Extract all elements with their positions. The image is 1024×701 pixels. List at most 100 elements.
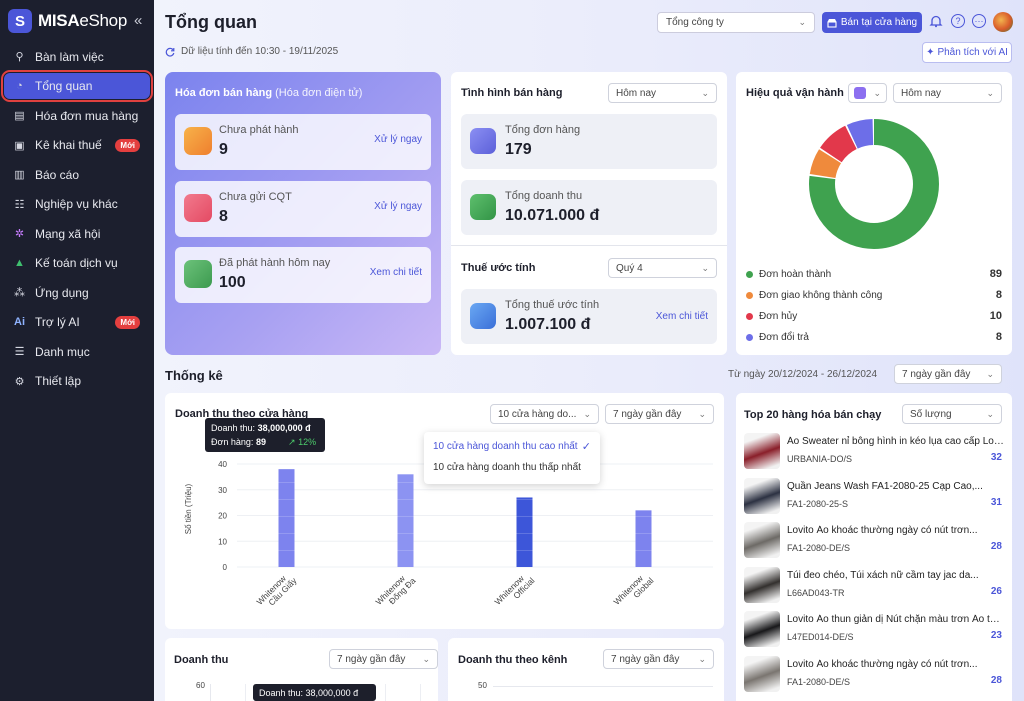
- help-icon[interactable]: ?: [951, 14, 965, 28]
- product-code: URBANIA-DO/S: [787, 454, 853, 464]
- bell-icon[interactable]: [929, 14, 943, 28]
- sidebar-item-label: Thiết lập: [35, 374, 82, 389]
- bar[interactable]: [397, 474, 414, 567]
- sidebar-item-label: Hóa đơn mua hàng: [35, 108, 139, 123]
- issued-today-invoices: Đã phát hành hôm nay 100 Xem chi tiết: [175, 247, 431, 303]
- bar-band: [278, 550, 295, 551]
- more-icon[interactable]: ···: [972, 14, 986, 28]
- refresh-icon[interactable]: [165, 47, 175, 57]
- sidebar-item-10[interactable]: ☰ Danh mục: [0, 337, 154, 367]
- tax-period-select[interactable]: Quý 4 ⌄: [608, 258, 717, 278]
- sidebar-item-1[interactable]: ◔ Tổng quan: [1, 70, 153, 102]
- product-name: Túi đeo chéo, Túi xách nữ cầm tay jac da…: [787, 569, 979, 581]
- x-tick-label: WhitenowĐống Đa: [373, 569, 417, 613]
- sidebar-item-6[interactable]: ✲ Mạng xã hội: [0, 219, 154, 249]
- sidebar-item-label: Báo cáo: [35, 167, 80, 182]
- product-image: [744, 522, 780, 558]
- ops-period-select[interactable]: Hôm nay ⌄: [893, 83, 1002, 103]
- product-row[interactable]: Túi đeo chéo, Túi xách nữ cầm tay jac da…: [744, 566, 1006, 605]
- bar-band: [516, 499, 533, 500]
- avatar[interactable]: [993, 12, 1013, 32]
- view-details-link[interactable]: Xem chi tiết: [655, 311, 708, 322]
- check-icon: ✓: [581, 441, 591, 453]
- store-filter-select[interactable]: 10 cửa hàng do... ⌄: [490, 404, 599, 424]
- invoice-issued-icon: [184, 260, 212, 288]
- product-name: Lovito Áo thun giản dị Nút chặn màu trơn…: [787, 614, 1005, 625]
- product-qty: 26: [990, 585, 1002, 597]
- logo[interactable]: S MISAeShop: [8, 9, 127, 33]
- x-tick-label: WhitenowCầu Giấy: [254, 569, 299, 614]
- store-revenue-bar-chart: Số tiền (Triệu) 0 10 20 30 40 WhitenowCầu Giấy…: [184, 460, 713, 614]
- bar[interactable]: [635, 510, 652, 567]
- product-row[interactable]: Lovito Áo thun giản dị Nút chặn màu trơn…: [744, 611, 1006, 649]
- donut-slice-0: [809, 119, 939, 249]
- sidebar-item-5[interactable]: ☷ Nghiệp vụ khác: [0, 190, 154, 220]
- sidebar-item-11[interactable]: ⚙ Thiết lập: [0, 367, 154, 397]
- chevron-down-icon: ⌄: [698, 653, 706, 664]
- view-details-link[interactable]: Xem chi tiết: [369, 267, 422, 278]
- unsent-tax-invoices: Chưa gửi CQT 8 Xử lý ngay: [175, 181, 431, 237]
- sidebar-item-7[interactable]: ▲ Kế toán dịch vụ: [0, 249, 154, 279]
- sidebar-item-label: Danh mục: [35, 344, 90, 359]
- bar-band: [278, 516, 295, 517]
- sidebar-item-label: Nghiệp vụ khác: [35, 197, 118, 212]
- sales-title: Tình hình bán hàng: [461, 87, 563, 99]
- invoice-pending-icon: [184, 127, 212, 155]
- product-row[interactable]: Lovito Áo khoác thường ngày có nút trơn.…: [744, 655, 1006, 694]
- chevron-down-icon: ⌄: [422, 653, 430, 664]
- top-products-sort-select[interactable]: Số lượng ⌄: [902, 404, 1002, 424]
- sidebar-item-8[interactable]: ⁂ Ứng dụng: [0, 278, 154, 308]
- store-period-select[interactable]: 7 ngày gần đây ⌄: [605, 404, 714, 424]
- sidebar-item-0[interactable]: ⚲ Bàn làm việc: [0, 42, 154, 72]
- sidebar-item-label: Trợ lý AI: [35, 315, 80, 330]
- collapse-sidebar-icon[interactable]: «: [134, 12, 143, 29]
- sales-period-select[interactable]: Hôm nay ⌄: [608, 83, 717, 103]
- sidebar-item-3[interactable]: ▣ Kê khai thuế Mới: [0, 131, 154, 161]
- shop-icon: [854, 87, 866, 99]
- bar-band: [278, 533, 295, 534]
- product-qty: 28: [990, 541, 1002, 552]
- sell-at-store-button[interactable]: Bán tại cửa hàng: [822, 12, 922, 33]
- ops-title: Hiệu quả vận hành: [746, 87, 844, 99]
- product-code: FA1-2080-25-S: [787, 498, 849, 509]
- company-select[interactable]: Tổng công ty ⌄: [657, 12, 815, 33]
- sales-card: Tình hình bán hàng Hôm nay ⌄ Tổng đơn hàn…: [451, 72, 727, 355]
- bar-band: [397, 550, 414, 551]
- store-chart-title: Doanh thu theo cửa hàng: [175, 408, 309, 420]
- y-tick-label: 0: [223, 563, 228, 572]
- bottom-stores-option[interactable]: 10 cửa hàng doanh thu thấp nhất: [433, 462, 581, 473]
- ai-analysis-button[interactable]: ✦ Phân tích với AI: [922, 42, 1012, 63]
- stats-title: Thống kê: [165, 368, 223, 383]
- product-row[interactable]: Áo Sweater nỉ bông hình in kéo lụa cao c…: [744, 433, 1006, 471]
- bar[interactable]: [278, 469, 295, 567]
- process-now-link[interactable]: Xử lý ngay: [374, 134, 422, 145]
- bar[interactable]: [516, 497, 533, 567]
- y-axis-label: Số tiền (Triệu): [184, 483, 193, 534]
- daily-period-select[interactable]: 7 ngày gần đây ⌄: [329, 649, 438, 669]
- process-now-link[interactable]: Xử lý ngay: [374, 201, 422, 212]
- chevron-down-icon: ⌄: [986, 408, 994, 419]
- product-row[interactable]: Quần Jeans Wash FA1-2080-25 Cạp Cao,... F…: [744, 477, 1006, 516]
- chevron-down-icon: ⌄: [583, 408, 591, 419]
- logo-brand: MISA: [38, 11, 80, 30]
- sidebar-nav: ⚲ Bàn làm việc ◔ Tổng quan ▤ Hóa đơn mua hàng…: [0, 42, 154, 396]
- stats-period-select[interactable]: 7 ngày gần đây ⌄: [894, 364, 1002, 384]
- sparkle-icon: ✦: [926, 47, 935, 58]
- sidebar: S MISAeShop « ⚲ Bàn làm việc ◔ Tổng quan ▤ Hó…: [0, 0, 154, 701]
- channel-period-select[interactable]: 7 ngày gần đây ⌄: [603, 649, 714, 669]
- settings-icon: ⚙: [14, 375, 25, 388]
- sidebar-item-2[interactable]: ▤ Hóa đơn mua hàng: [0, 101, 154, 131]
- product-row[interactable]: Lovito Áo khoác thường ngày có nút trơn.…: [744, 522, 1006, 560]
- y-tick-label: 10: [218, 537, 227, 546]
- daily-title: Doanh thu: [174, 654, 229, 666]
- trend-up-icon: ↗: [288, 437, 296, 447]
- sidebar-item-9[interactable]: Ai Trợ lý AI Mới: [0, 308, 154, 338]
- sidebar-item-4[interactable]: ▥ Báo cáo: [0, 160, 154, 190]
- channel-filter-select[interactable]: ⌄: [848, 83, 887, 103]
- sidebar-item-label: Kê khai thuế: [35, 138, 102, 153]
- top-products-title: Top 20 hàng hóa bán chạy: [744, 409, 882, 421]
- daily-revenue-card: Doanh thu 7 ngày gần đây ⌄ 60 Doanh thu: …: [165, 638, 438, 701]
- new-badge: Mới: [115, 315, 140, 329]
- product-image: [744, 655, 780, 692]
- top-stores-option[interactable]: 10 cửa hàng doanh thu cao nhất: [433, 441, 578, 452]
